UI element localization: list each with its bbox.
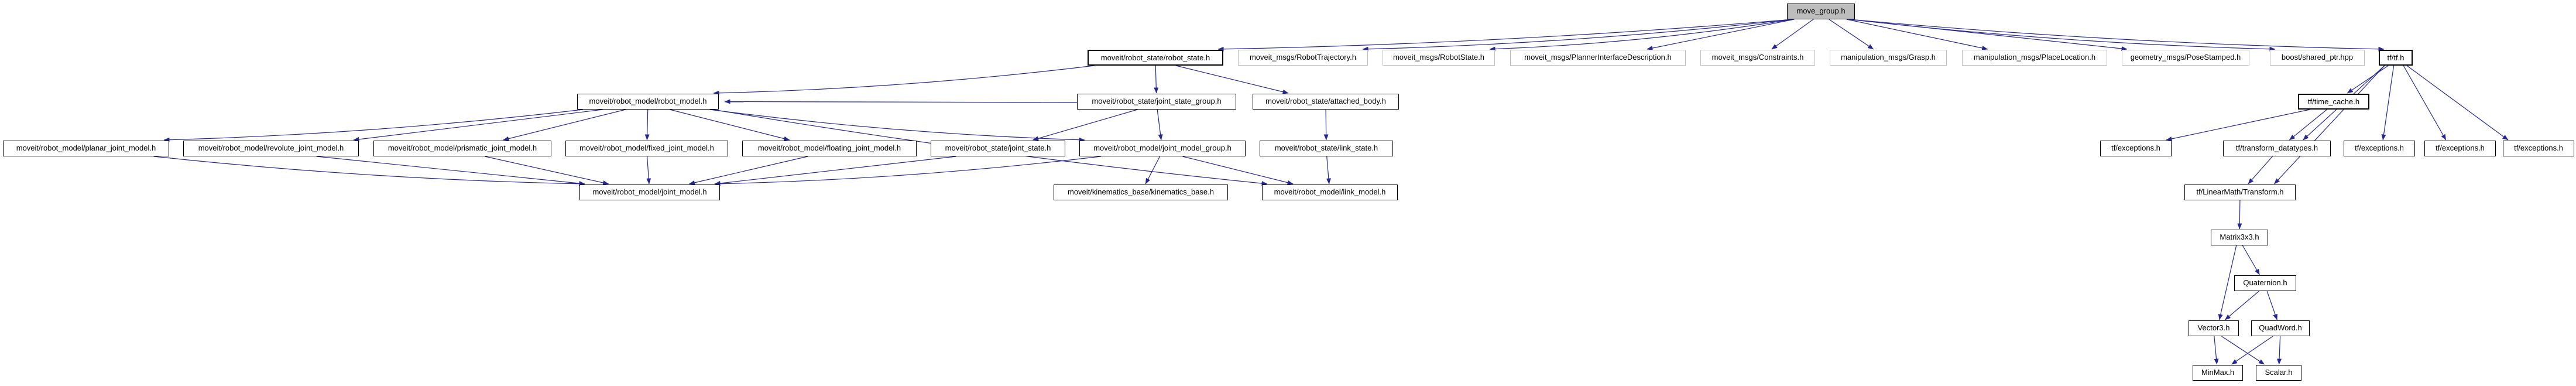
node-prismatic_joint_model[interactable]: moveit/robot_model/prismatic_joint_model… <box>373 141 551 156</box>
node-link_model[interactable]: moveit/robot_model/link_model.h <box>1262 185 1398 200</box>
include-edge-tf-to-time_cache <box>2347 65 2389 94</box>
include-edge-transform-to-matrix3x3 <box>2237 200 2242 230</box>
node-matrix3x3[interactable]: Matrix3x3.h <box>2211 230 2268 245</box>
include-edge-move_group-to-grasp <box>1829 19 1874 50</box>
node-vector3[interactable]: Vector3.h <box>2189 320 2239 336</box>
include-edge-fixed_joint_model-to-joint_model <box>646 156 651 185</box>
node-minmax[interactable]: MinMax.h <box>2193 365 2243 381</box>
include-edge-joint_model_group-to-joint_model <box>714 156 1101 186</box>
include-edge-robot_state-to-attached_body <box>1175 65 1289 94</box>
include-edge-transform_datatypes-to-transform <box>2248 156 2273 185</box>
node-floating_joint_model[interactable]: moveit/robot_model/floating_joint_model.… <box>742 141 917 156</box>
include-edge-move_group-to-robot_state_msg <box>1489 19 1793 52</box>
node-constraints[interactable]: moveit_msgs/Constraints.h <box>1700 50 1815 66</box>
node-kinematics_base[interactable]: moveit/kinematics_base/kinematics_base.h <box>1054 185 1228 200</box>
include-edge-vector3-to-scalar <box>2221 336 2265 365</box>
include-edge-robot_model-to-revolute_joint_model <box>353 109 603 142</box>
node-robot_trajectory[interactable]: moveit_msgs/RobotTrajectory.h <box>1238 50 1368 66</box>
include-edge-robot_model-to-prismatic_joint_model <box>503 109 626 141</box>
include-edge-move_group-to-tf <box>1848 19 2385 52</box>
node-transform[interactable]: tf/LinearMath/Transform.h <box>2184 185 2296 200</box>
include-edge-move_group-to-constraints <box>1771 19 1814 50</box>
include-edge-tf-to-exceptions_4 <box>2406 65 2509 141</box>
node-robot_state_msg[interactable]: moveit_msgs/RobotState.h <box>1383 50 1495 66</box>
include-edge-robot_model-to-planar_joint_model <box>163 109 584 142</box>
include-edge-tf-to-exceptions_3 <box>2403 65 2447 141</box>
node-robot_state[interactable]: moveit/robot_state/robot_state.h <box>1088 50 1223 66</box>
include-edge-joint_model_group-to-kinematics_base <box>1145 156 1161 185</box>
node-revolute_joint_model[interactable]: moveit/robot_model/revolute_joint_model.… <box>183 141 359 156</box>
node-planner_interface_description[interactable]: moveit_msgs/PlannerInterfaceDescription.… <box>1510 50 1686 66</box>
include-edge-tf-to-transform <box>2274 65 2385 185</box>
node-joint_state_group[interactable]: moveit/robot_state/joint_state_group.h <box>1077 94 1236 110</box>
include-edge-quaternion-to-vector3 <box>2224 291 2259 320</box>
include-edge-robot_state-to-joint_state_group <box>1154 65 1159 94</box>
node-place_location[interactable]: manipulation_msgs/PlaceLocation.h <box>1962 50 2107 66</box>
include-edge-joint_state_group-to-joint_state <box>1033 109 1138 141</box>
include-edge-quaternion-to-quadword <box>2266 291 2277 320</box>
node-robot_model[interactable]: moveit/robot_model/robot_model.h <box>577 94 719 110</box>
include-edge-quadword-to-scalar <box>2277 336 2282 365</box>
node-exceptions_4[interactable]: tf/exceptions.h <box>2503 141 2574 156</box>
node-quaternion[interactable]: Quaternion.h <box>2234 275 2296 291</box>
node-link_state[interactable]: moveit/robot_state/link_state.h <box>1260 141 1393 156</box>
include-edge-robot_model-to-joint_model_group <box>709 109 1085 142</box>
include-edge-joint_state_group-to-robot_model <box>724 99 1078 104</box>
include-edge-planar_joint_model-to-joint_model <box>153 156 585 186</box>
node-grasp[interactable]: manipulation_msgs/Grasp.h <box>1830 50 1947 66</box>
include-edge-time_cache-to-exceptions_1 <box>2166 109 2310 141</box>
include-edge-joint_model_group-to-link_model <box>1182 156 1294 185</box>
node-exceptions_3[interactable]: tf/exceptions.h <box>2424 141 2496 156</box>
node-joint_model[interactable]: moveit/robot_model/joint_model.h <box>579 185 720 200</box>
include-edge-move_group-to-robot_trajectory <box>1362 19 1793 52</box>
include-edge-tf-to-exceptions_2 <box>2381 65 2395 141</box>
include-edge-time_cache-to-transform_datatypes <box>2289 109 2327 141</box>
include-edge-move_group-to-place_location <box>1846 19 1988 50</box>
node-scalar[interactable]: Scalar.h <box>2256 365 2301 381</box>
include-edge-move_group-to-shared_ptr <box>1848 19 2276 52</box>
include-edge-move_group-to-robot_state <box>1217 19 1793 52</box>
node-exceptions_1[interactable]: tf/exceptions.h <box>2100 141 2172 156</box>
include-edge-matrix3x3-to-vector3 <box>2218 245 2237 320</box>
include-edge-vector3-to-minmax <box>2214 336 2219 365</box>
node-pose_stamped[interactable]: geometry_msgs/PoseStamped.h <box>2122 50 2249 66</box>
node-fixed_joint_model[interactable]: moveit/robot_model/fixed_joint_model.h <box>565 141 728 156</box>
include-edge-prismatic_joint_model-to-joint_model <box>485 156 609 185</box>
include-edge-joint_state_group-to-joint_model_group <box>1157 109 1163 141</box>
include-edge-matrix3x3-to-quaternion <box>2242 245 2260 275</box>
node-shared_ptr[interactable]: boost/shared_ptr.hpp <box>2270 50 2365 66</box>
node-transform_datatypes[interactable]: tf/transform_datatypes.h <box>2223 141 2331 156</box>
include-edge-robot_state-to-robot_model <box>713 65 1095 95</box>
include-edge-quadword-to-minmax <box>2231 336 2273 365</box>
node-tf[interactable]: tf/tf.h <box>2379 50 2413 66</box>
include-edge-joint_state-to-joint_model <box>714 156 956 186</box>
include-edge-move_group-to-planner_interface_description <box>1647 19 1795 51</box>
node-move_group[interactable]: move_group.h <box>1787 4 1855 19</box>
include-edge-link_state-to-link_model <box>1326 156 1331 185</box>
node-joint_state[interactable]: moveit/robot_state/joint_state.h <box>931 141 1065 156</box>
node-joint_model_group[interactable]: moveit/robot_model/joint_model_group.h <box>1079 141 1246 156</box>
node-planar_joint_model[interactable]: moveit/robot_model/planar_joint_model.h <box>3 141 169 156</box>
include-edge-revolute_joint_model-to-joint_model <box>316 156 585 186</box>
node-time_cache[interactable]: tf/time_cache.h <box>2298 94 2369 110</box>
include-edge-robot_model-to-floating_joint_model <box>670 109 790 141</box>
node-quadword[interactable]: QuadWord.h <box>2251 320 2310 336</box>
node-exceptions_2[interactable]: tf/exceptions.h <box>2344 141 2415 156</box>
include-edge-floating_joint_model-to-joint_model <box>689 156 808 185</box>
node-attached_body[interactable]: moveit/robot_state/attached_body.h <box>1253 94 1399 110</box>
